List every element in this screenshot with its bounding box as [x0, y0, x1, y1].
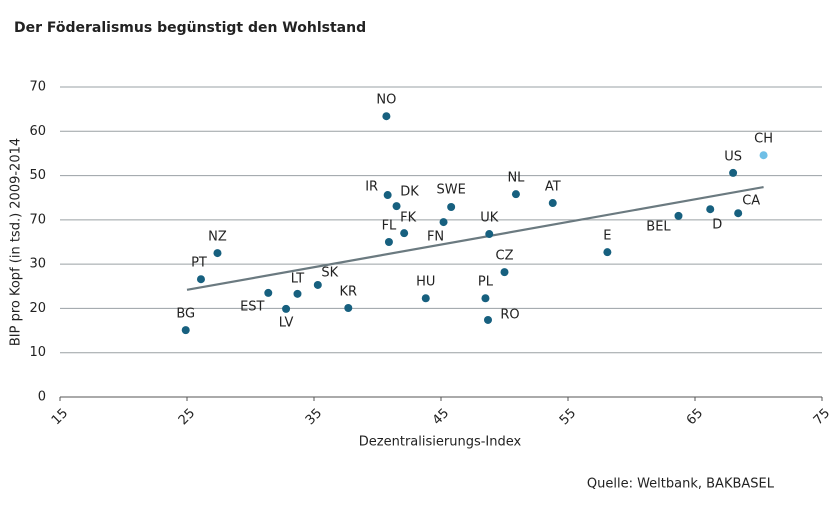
point-label: AT	[545, 180, 561, 195]
point-label: FN	[427, 230, 444, 245]
point	[481, 294, 490, 303]
point	[313, 280, 322, 289]
y-tick-label: 10	[29, 345, 46, 360]
point	[344, 303, 353, 312]
y-axis-label: BIP pro Kopf (in tsd.) 2009-2014	[9, 138, 24, 346]
point-label: BG	[176, 307, 195, 322]
point	[485, 230, 494, 239]
point	[603, 248, 612, 257]
y-tick-label: 0	[38, 390, 46, 405]
point-label: PL	[478, 275, 494, 290]
y-tick-label: 30	[29, 257, 46, 272]
point-label: DK	[400, 185, 419, 200]
point	[439, 218, 448, 227]
point-label: SK	[321, 265, 338, 280]
point	[196, 275, 205, 284]
point-label: CA	[742, 194, 760, 209]
x-tick-label: 55	[557, 406, 579, 428]
point	[674, 211, 683, 220]
point-label: EST	[240, 299, 264, 314]
point	[213, 249, 222, 258]
point-label: E	[603, 229, 611, 244]
point-label: HU	[416, 275, 435, 290]
point-label: US	[724, 149, 742, 164]
point	[500, 268, 509, 277]
point	[548, 199, 557, 208]
point-label: PT	[191, 256, 207, 271]
x-axis-label: Dezentralisierungs-Index	[359, 435, 522, 450]
point-label: FK	[400, 211, 416, 226]
point	[383, 191, 392, 200]
point	[421, 294, 430, 303]
point-label: BEL	[646, 219, 671, 234]
x-tick-label: 15	[49, 406, 71, 428]
point	[734, 209, 743, 218]
point	[447, 203, 456, 212]
x-tick-label: 35	[303, 406, 325, 428]
point	[384, 238, 393, 246]
point	[293, 289, 302, 298]
point-label: CZ	[496, 249, 514, 264]
point-label: NZ	[208, 230, 227, 245]
point-label: NO	[376, 93, 396, 108]
x-tick-label: 65	[684, 406, 706, 428]
y-tick-label: 60	[29, 124, 46, 139]
point-label: CH	[754, 132, 773, 147]
point-label: RO	[500, 307, 519, 322]
point-label: SWE	[436, 183, 465, 198]
point-label: IR	[365, 180, 378, 195]
y-tick-label: 50	[29, 168, 46, 183]
x-tick-label: 25	[176, 406, 198, 428]
point	[181, 326, 190, 335]
point	[264, 288, 273, 297]
point	[392, 202, 401, 211]
point-label: LV	[279, 315, 294, 330]
source: Quelle: Weltbank, BAKBASEL	[587, 477, 775, 492]
x-tick-label: 45	[430, 406, 452, 428]
point	[729, 168, 738, 177]
x-tick-label: 75	[811, 406, 830, 428]
point-label: NL	[507, 171, 525, 186]
point-label: FL	[382, 219, 397, 234]
point	[483, 315, 492, 324]
point-label: D	[712, 218, 722, 233]
chart-title: Der Föderalismus begünstigt den Wohlstan…	[14, 20, 366, 36]
point	[382, 112, 391, 121]
y-tick-label: 70	[29, 212, 46, 227]
point	[400, 229, 409, 238]
point	[282, 304, 291, 313]
y-tick-label: 70	[29, 80, 46, 95]
point	[511, 190, 520, 199]
y-tick-label: 20	[29, 301, 46, 316]
point-label: LT	[291, 271, 304, 286]
point	[759, 151, 768, 160]
point	[706, 205, 715, 214]
point-label: KR	[340, 284, 358, 299]
trend-line	[186, 186, 764, 291]
point-label: UK	[480, 211, 499, 226]
